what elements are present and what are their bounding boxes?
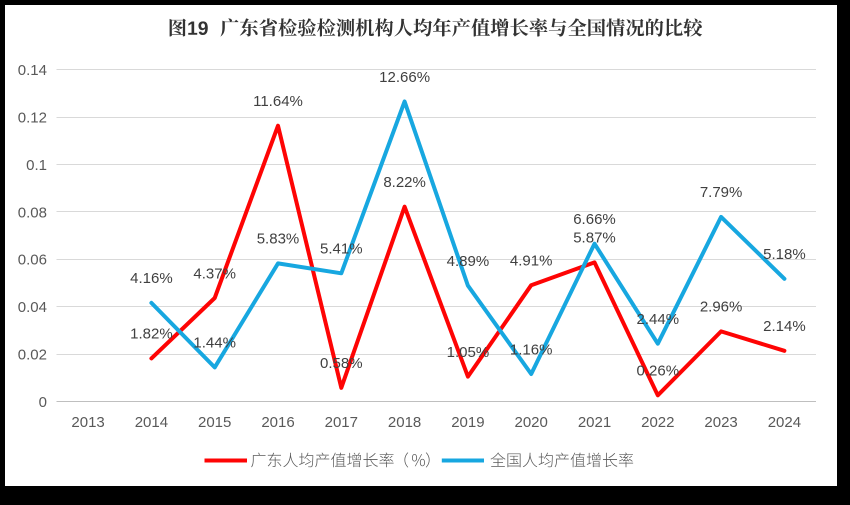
svg-text:5.18%: 5.18% <box>763 246 806 263</box>
svg-text:0.26%: 0.26% <box>637 363 680 380</box>
svg-text:4.16%: 4.16% <box>130 270 173 287</box>
svg-text:2018: 2018 <box>388 414 421 431</box>
svg-text:11.64%: 11.64% <box>253 93 303 110</box>
svg-text:2015: 2015 <box>198 414 231 431</box>
svg-text:8.22%: 8.22% <box>383 174 426 191</box>
svg-text:2016: 2016 <box>261 414 294 431</box>
svg-text:2017: 2017 <box>325 414 358 431</box>
svg-text:0.04: 0.04 <box>18 299 47 316</box>
svg-text:5.41%: 5.41% <box>320 241 363 258</box>
svg-text:0: 0 <box>39 394 47 411</box>
svg-text:1.82%: 1.82% <box>130 326 173 343</box>
svg-text:12.66%: 12.66% <box>379 69 430 86</box>
svg-text:2.96%: 2.96% <box>700 299 743 316</box>
svg-text:0.58%: 0.58% <box>320 355 363 372</box>
svg-text:2022: 2022 <box>641 414 674 431</box>
svg-text:2019: 2019 <box>451 414 484 431</box>
svg-text:4.91%: 4.91% <box>510 253 553 270</box>
svg-text:7.79%: 7.79% <box>700 184 743 201</box>
svg-text:4.37%: 4.37% <box>193 265 236 282</box>
svg-text:2014: 2014 <box>135 414 168 431</box>
svg-text:6.66%: 6.66% <box>573 211 616 228</box>
svg-text:2024: 2024 <box>768 414 801 431</box>
svg-text:0.12: 0.12 <box>18 110 47 127</box>
svg-text:5.87%: 5.87% <box>573 230 616 247</box>
svg-text:1.05%: 1.05% <box>447 344 490 361</box>
svg-text:4.89%: 4.89% <box>447 253 490 270</box>
svg-text:0.02: 0.02 <box>18 346 47 363</box>
svg-text:2023: 2023 <box>704 414 737 431</box>
svg-text:1.16%: 1.16% <box>510 341 553 358</box>
svg-text:2020: 2020 <box>515 414 548 431</box>
svg-text:5.83%: 5.83% <box>257 231 300 248</box>
svg-text:2.14%: 2.14% <box>763 318 806 335</box>
svg-text:0.08: 0.08 <box>18 204 47 221</box>
svg-text:0.06: 0.06 <box>18 252 47 269</box>
svg-text:0.14: 0.14 <box>18 62 47 79</box>
svg-text:1.44%: 1.44% <box>193 335 236 352</box>
svg-text:2013: 2013 <box>71 414 104 431</box>
svg-text:0.1: 0.1 <box>26 157 47 174</box>
svg-text:2021: 2021 <box>578 414 611 431</box>
svg-text:2.44%: 2.44% <box>637 311 680 328</box>
